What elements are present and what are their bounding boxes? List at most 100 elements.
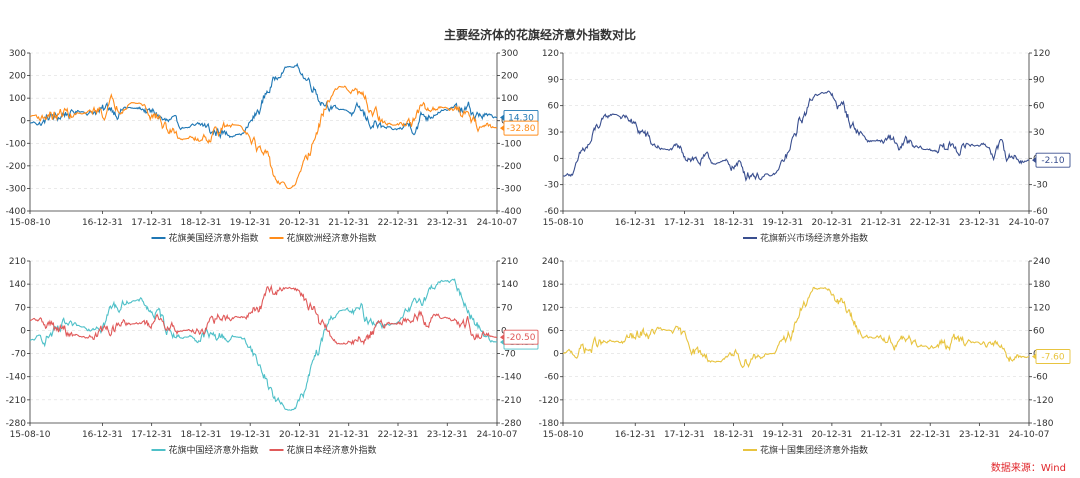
y-tick-label-left: -120 [539,396,560,406]
x-tick-label: 21-12-31 [328,218,369,228]
legend-label: 花旗美国经济意外指数 [169,232,259,244]
x-tick-label: 19-12-31 [230,218,271,228]
y-tick-label-right: 60 [1033,102,1045,112]
y-tick-label-right: 70 [501,303,513,313]
legend-label: 花旗十国集团经济意外指数 [760,444,868,456]
x-tick-label: 17-12-31 [131,430,172,440]
x-tick-label: 19-12-31 [230,430,271,440]
y-tick-label-left: 70 [15,303,27,313]
y-tick-label-right: 120 [1033,303,1050,313]
y-tick-label-left: 60 [548,102,560,112]
y-tick-label-right: 200 [501,72,518,82]
y-tick-label-right: -70 [501,350,516,360]
x-tick-label: 16-12-31 [615,218,656,228]
chart-title: 主要经济体的花旗经济意外指数对比 [443,28,636,42]
x-tick-label: 17-12-31 [131,218,172,228]
x-tick-label: 20-12-31 [279,218,320,228]
x-tick-label: 18-12-31 [713,430,754,440]
legend-label: 花旗新兴市场经济意外指数 [760,232,868,244]
y-tick-label-right: 90 [1033,75,1045,85]
end-value-label: -32.80 [506,124,535,134]
y-tick-label-right: 240 [1033,257,1050,267]
data-source-note: 数据来源：Wind [990,463,1066,474]
end-value-label: -2.10 [1041,156,1065,166]
y-tick-label-right: -30 [1033,181,1048,191]
y-tick-label-right: -60 [1033,373,1048,383]
y-tick-label-right: -60 [1033,207,1048,217]
x-tick-label: 16-12-31 [82,218,123,228]
x-tick-label: 18-12-31 [180,218,221,228]
y-tick-label-left: 100 [9,94,26,104]
legend-label: 花旗中国经济意外指数 [169,444,259,456]
x-tick-label: 16-12-31 [615,430,656,440]
y-tick-label-right: -180 [1033,419,1054,429]
y-tick-label-right: 100 [501,94,518,104]
y-tick-label-left: -300 [6,184,27,194]
x-tick-label: 23-12-31 [427,218,468,228]
end-value-label: -20.50 [506,333,535,343]
end-value-label: 14.30 [508,113,534,123]
legend-label: 花旗欧洲经济意外指数 [287,232,377,244]
y-tick-label-left: 300 [9,49,26,59]
y-tick-label-right: -200 [501,162,522,172]
x-tick-label: 24-10-07 [477,430,518,440]
y-tick-label-right: -140 [501,373,522,383]
y-tick-label-left: -210 [6,396,27,406]
x-tick-label: 15-08-10 [10,430,51,440]
x-tick-label: 22-12-31 [910,218,951,228]
x-tick-label: 24-10-07 [1009,218,1050,228]
y-tick-label-right: -210 [501,396,522,406]
y-tick-label-right: -280 [501,419,522,429]
y-tick-label-right: -400 [501,207,522,217]
x-tick-label: 21-12-31 [861,218,902,228]
y-tick-label-left: -280 [6,419,27,429]
y-tick-label-left: 120 [542,303,559,313]
y-tick-label-left: 0 [553,350,559,360]
y-tick-label-left: -60 [544,373,559,383]
x-tick-label: 18-12-31 [180,430,221,440]
end-value-pointer [1032,353,1036,360]
x-tick-label: 20-12-31 [811,430,852,440]
end-value-pointer [500,125,504,132]
end-value-pointer [500,114,504,121]
y-tick-label-left: 0 [20,326,26,336]
x-tick-label: 20-12-31 [279,430,320,440]
y-tick-label-left: 210 [9,257,26,267]
end-value-pointer [1032,157,1036,164]
x-tick-label: 22-12-31 [910,430,951,440]
legend-label: 花旗日本经济意外指数 [287,444,377,456]
x-tick-label: 21-12-31 [861,430,902,440]
y-tick-label-right: 210 [501,257,518,267]
series-line-cn [29,278,498,411]
y-tick-label-left: 30 [548,128,560,138]
y-tick-label-left: 90 [548,75,560,85]
y-tick-label-left: -180 [539,419,560,429]
x-tick-label: 19-12-31 [762,430,803,440]
series-line-em [562,90,1030,182]
y-tick-label-left: -400 [6,207,27,217]
y-tick-label-right: -120 [1033,396,1054,406]
x-tick-label: 22-12-31 [378,218,419,228]
x-tick-label: 20-12-31 [811,218,852,228]
x-tick-label: 15-08-10 [543,218,584,228]
y-tick-label-left: -100 [6,139,27,149]
x-tick-label: 24-10-07 [477,218,518,228]
y-tick-label-left: 120 [542,49,559,59]
y-tick-label-right: 60 [1033,326,1045,336]
x-tick-label: 23-12-31 [959,218,1000,228]
y-tick-label-right: 300 [501,49,518,59]
y-tick-label-right: 30 [1033,128,1045,138]
y-tick-label-right: 120 [1033,49,1050,59]
y-tick-label-left: -70 [11,350,26,360]
y-tick-label-right: 140 [501,280,518,290]
y-tick-label-left: 0 [553,154,559,164]
x-tick-label: 22-12-31 [378,430,419,440]
x-tick-label: 24-10-07 [1009,430,1050,440]
x-tick-label: 19-12-31 [762,218,803,228]
y-tick-label-left: -60 [544,207,559,217]
y-tick-label-left: 180 [542,280,559,290]
series-line-us [30,62,497,140]
x-tick-label: 18-12-31 [713,218,754,228]
x-tick-label: 23-12-31 [959,430,1000,440]
